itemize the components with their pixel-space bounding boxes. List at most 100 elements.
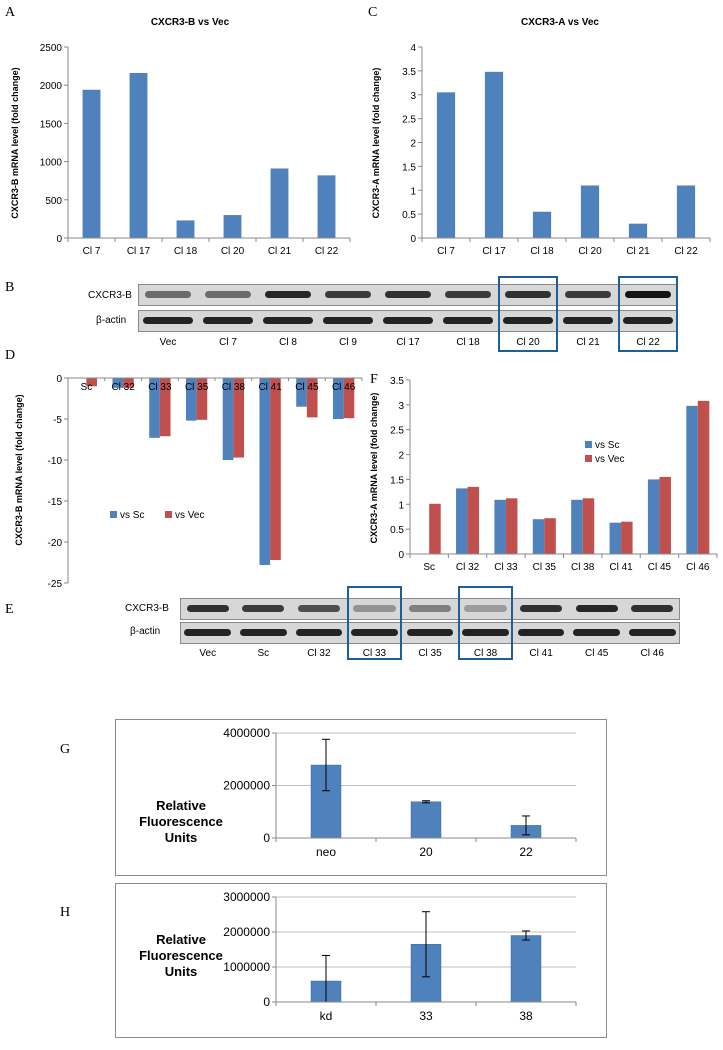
bar-vs-vec — [123, 378, 134, 388]
y-tick-label: -25 — [48, 579, 63, 590]
band-actin — [562, 317, 614, 324]
y-tick-label: 0 — [398, 550, 404, 561]
y-axis-label: Units — [165, 830, 198, 845]
panel-label-g: G — [60, 742, 71, 757]
blot-b-label-actin: β-actin — [96, 315, 127, 326]
y-tick-label: 1 — [410, 186, 416, 197]
lane-label: Cl 45 — [584, 648, 609, 659]
x-tick-label: Cl 33 — [494, 562, 518, 573]
band-cxcr3b — [505, 291, 551, 298]
band-cxcr3b — [265, 291, 311, 298]
x-tick-label: kd — [320, 1009, 333, 1023]
band-cxcr3b — [408, 605, 452, 612]
bar — [129, 72, 148, 238]
x-tick-label: 38 — [519, 1009, 533, 1023]
y-axis-label: CXCR3-A mRNA level (fold change) — [369, 393, 379, 544]
panel-label-b: B — [5, 280, 15, 295]
chart-title: CXCR3-A vs Vec — [521, 17, 599, 28]
x-tick-label: Cl 41 — [609, 562, 633, 573]
bar-vs-vec — [306, 378, 318, 418]
y-tick-label: 0 — [263, 831, 270, 845]
legend-label: vs Sc — [595, 440, 619, 451]
highlight-box — [498, 276, 558, 352]
bar-vs-sc — [332, 378, 344, 419]
blot-b-label-cxcr3b: CXCR3-B — [88, 290, 132, 301]
legend-label: vs Vec — [175, 510, 204, 521]
x-tick-label: neo — [316, 845, 336, 859]
x-tick-label: Cl 17 — [127, 246, 151, 257]
band-actin — [142, 317, 194, 324]
highlight-box — [618, 276, 678, 352]
bar — [410, 801, 442, 839]
bar-vs-sc — [494, 499, 506, 554]
y-axis-label: Units — [165, 964, 198, 979]
y-tick-label: 0.5 — [390, 525, 404, 536]
band-cxcr3b — [565, 291, 611, 298]
x-tick-label: Cl 21 — [268, 246, 292, 257]
lane-label: Cl 21 — [576, 337, 600, 348]
lane-label: Cl 22 — [636, 337, 660, 348]
lane-label: Cl 20 — [516, 337, 540, 348]
y-tick-label: 4000000 — [223, 726, 270, 740]
legend-label: vs Sc — [120, 510, 144, 521]
x-tick-label: 33 — [419, 1009, 433, 1023]
y-tick-label: 2000000 — [223, 925, 270, 939]
band-cxcr3b — [297, 605, 340, 612]
y-tick-label: 2000000 — [223, 779, 270, 793]
bar — [176, 220, 195, 238]
y-tick-label: 1000000 — [223, 960, 270, 974]
x-tick-label: 22 — [519, 845, 533, 859]
y-tick-label: 1.5 — [390, 475, 404, 486]
bar-vs-vec — [343, 378, 355, 419]
band-actin — [295, 629, 343, 636]
band-cxcr3b — [242, 605, 285, 612]
lane-label: Cl 9 — [339, 337, 357, 348]
y-tick-label: 3.5 — [390, 376, 404, 387]
bar-vs-sc — [259, 378, 271, 565]
y-axis-label: Fluorescence — [139, 948, 223, 963]
band-cxcr3b — [145, 291, 191, 298]
band-cxcr3b — [325, 291, 371, 298]
y-tick-label: 3.5 — [402, 67, 416, 78]
band-cxcr3b — [445, 291, 491, 298]
chart-c-cxcr3a-vs-vec: CXCR3-A vs Vec 0 0.5 1 1.5 2 2.5 3 3.5 4 Cl 7 Cl 17… — [371, 17, 711, 257]
y-tick-label: 3 — [398, 401, 404, 412]
y-tick-label: 2.5 — [390, 426, 404, 437]
lane-label: Cl 32 — [307, 648, 331, 659]
x-tick-label: Cl 22 — [674, 246, 698, 257]
y-tick-label: 0 — [56, 234, 62, 245]
y-tick-label: 2 — [410, 139, 416, 150]
bar — [580, 185, 600, 238]
bar-vs-sc — [456, 488, 468, 554]
legend-label: vs Vec — [595, 454, 624, 465]
x-tick-label: 20 — [419, 845, 433, 859]
y-axis-label: Fluorescence — [139, 814, 223, 829]
bar-vs-vec — [697, 400, 710, 554]
y-tick-label: -20 — [48, 538, 63, 549]
y-axis-label: CXCR3-B mRNA level (fold change) — [10, 67, 20, 218]
blot-e-row-cxcr3b — [180, 598, 680, 620]
chart-d-cxcr3b-knockdown: 0 -5 -10 -15 -20 -25 Sc Cl 32 Cl 33 Cl 35 Cl 38 Cl … — [14, 374, 363, 590]
band-actin — [462, 629, 509, 636]
bar-vs-sc — [149, 378, 160, 438]
chart-a-cxcr3b-vs-vec: CXCR3-B vs Vec 0 500 1000 1500 2000 2500 Cl 7 Cl… — [10, 17, 351, 257]
bar — [628, 223, 648, 238]
y-tick-label: 2.5 — [402, 115, 416, 126]
bar-vs-vec — [429, 503, 441, 554]
x-tick-label: Cl 38 — [571, 562, 595, 573]
bar-vs-vec — [505, 498, 518, 554]
lane-label: Vec — [199, 648, 217, 659]
bar-vs-vec — [86, 378, 98, 387]
bar-vs-sc — [296, 378, 307, 407]
band-cxcr3b — [385, 291, 431, 298]
lane-label: Cl 17 — [396, 337, 420, 348]
band-cxcr3b — [520, 605, 563, 612]
x-tick-label: Cl 7 — [437, 246, 455, 257]
y-tick-label: 1.5 — [402, 162, 416, 173]
y-axis-label: CXCR3-A mRNA level (fold change) — [371, 68, 381, 219]
panel-label-d: D — [5, 348, 16, 363]
x-tick-label: Cl 35 — [533, 562, 557, 573]
y-tick-label: -15 — [48, 497, 63, 508]
bar-vs-vec — [582, 498, 595, 554]
chart-g-fluorescence: 0 2000000 4000000 neo 20 22 RelativeFluorescen… — [139, 726, 577, 859]
